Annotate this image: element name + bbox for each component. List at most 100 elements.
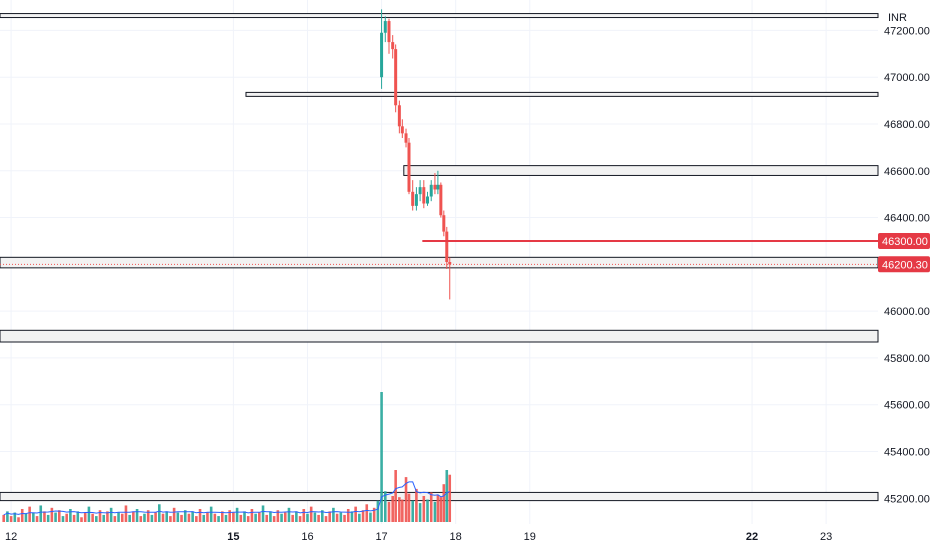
candle-body (407, 142, 411, 192)
volume-bar (39, 505, 43, 522)
candle-body (436, 184, 440, 190)
candle-body (387, 21, 391, 43)
volume-bar (369, 512, 372, 522)
volume-bar (161, 513, 165, 522)
volume-bar (269, 511, 272, 522)
volume-bar (91, 513, 94, 522)
volume-bar (46, 514, 50, 522)
zone-rectangle[interactable] (0, 329, 879, 343)
volume-bar (35, 516, 39, 522)
candle-body (422, 187, 426, 204)
volume-bar (372, 507, 376, 522)
volume-bar (24, 513, 28, 522)
price-axis-label: 47200.00 (884, 25, 930, 37)
price-axis-label: 45600.00 (884, 400, 930, 412)
volume-bar (261, 505, 265, 522)
volume-bar (439, 497, 443, 522)
volume-bar (72, 514, 76, 522)
volume-bar (128, 514, 131, 522)
price-tag (878, 232, 930, 249)
time-axis-label: 15 (227, 531, 239, 543)
candle-body (391, 42, 395, 50)
volume-bar (407, 493, 411, 522)
volume-bar (69, 509, 72, 522)
volume-layer (2, 392, 452, 522)
volume-bar (95, 516, 98, 522)
volume-bar (106, 511, 109, 522)
volume-bar (217, 516, 220, 522)
price-axis-label: 45800.00 (884, 353, 930, 365)
volume-bar (57, 510, 61, 522)
candle-layer (380, 9, 452, 300)
volume-bar (117, 512, 120, 522)
volume-bar (87, 506, 91, 522)
volume-bar (28, 506, 31, 522)
volume-bar (350, 511, 354, 522)
volume-bar (287, 507, 291, 522)
candle-body (383, 21, 387, 33)
volume-bar (265, 514, 269, 522)
volume-bar (418, 503, 422, 522)
volume-bar (83, 512, 87, 522)
candle-body (411, 191, 415, 206)
volume-bar (433, 501, 437, 522)
volume-bar (298, 516, 302, 522)
volume-bar (124, 505, 128, 522)
volume-bar (391, 496, 394, 522)
volume-bar (328, 511, 332, 522)
volume-bar (172, 507, 176, 522)
time-axis-label: 17 (375, 531, 387, 543)
volume-bar (302, 509, 306, 522)
volume-bar (376, 500, 380, 522)
volume-bar (276, 510, 280, 522)
zone-rectangle[interactable] (0, 256, 879, 269)
price-axis-label: 47000.00 (884, 72, 930, 84)
volume-bar (254, 513, 257, 522)
volume-bar (429, 492, 433, 522)
volume-bar (306, 513, 309, 522)
volume-bar (224, 514, 228, 522)
volume-bar (154, 512, 157, 522)
volume-bar (183, 510, 187, 522)
volume-bar (401, 499, 404, 522)
volume-bar (150, 514, 154, 522)
volume-bar (50, 507, 54, 522)
volume-bar (9, 516, 13, 522)
volume-bar (176, 512, 180, 522)
volume-bar (191, 511, 194, 522)
time-axis[interactable]: 12 15 16 17 18 19 22 23 (5, 531, 832, 543)
zone-rectangle[interactable] (245, 91, 879, 97)
volume-bar (283, 512, 287, 522)
volume-bar (404, 477, 408, 522)
volume-bar (365, 504, 369, 522)
volume-bar (6, 511, 9, 522)
candle-body (414, 194, 418, 206)
volume-bar (346, 509, 350, 522)
volume-bar (291, 514, 294, 522)
candle-body (429, 184, 433, 197)
volume-bar (426, 499, 429, 522)
time-axis-label: 22 (746, 531, 758, 543)
volume-bar (143, 513, 146, 522)
time-axis-label: 23 (820, 531, 832, 543)
volume-bar (243, 511, 246, 522)
volume-bar (43, 511, 46, 522)
volume-bar (228, 510, 231, 522)
candle-body (397, 105, 401, 127)
volume-bar (139, 516, 143, 522)
volume-bar (232, 512, 235, 522)
volume-bar (422, 496, 426, 522)
volume-bar (102, 514, 106, 522)
zone-rectangle[interactable] (0, 13, 879, 19)
zone-rectangle[interactable] (403, 165, 879, 176)
volume-bar (17, 517, 20, 522)
volume-bar (343, 514, 346, 522)
volume-bar (146, 510, 150, 522)
volume-bar (239, 514, 243, 522)
volume-bar (158, 504, 161, 522)
volume-bar (335, 513, 339, 522)
volume-bar (361, 510, 365, 522)
volume-bar (113, 516, 117, 522)
